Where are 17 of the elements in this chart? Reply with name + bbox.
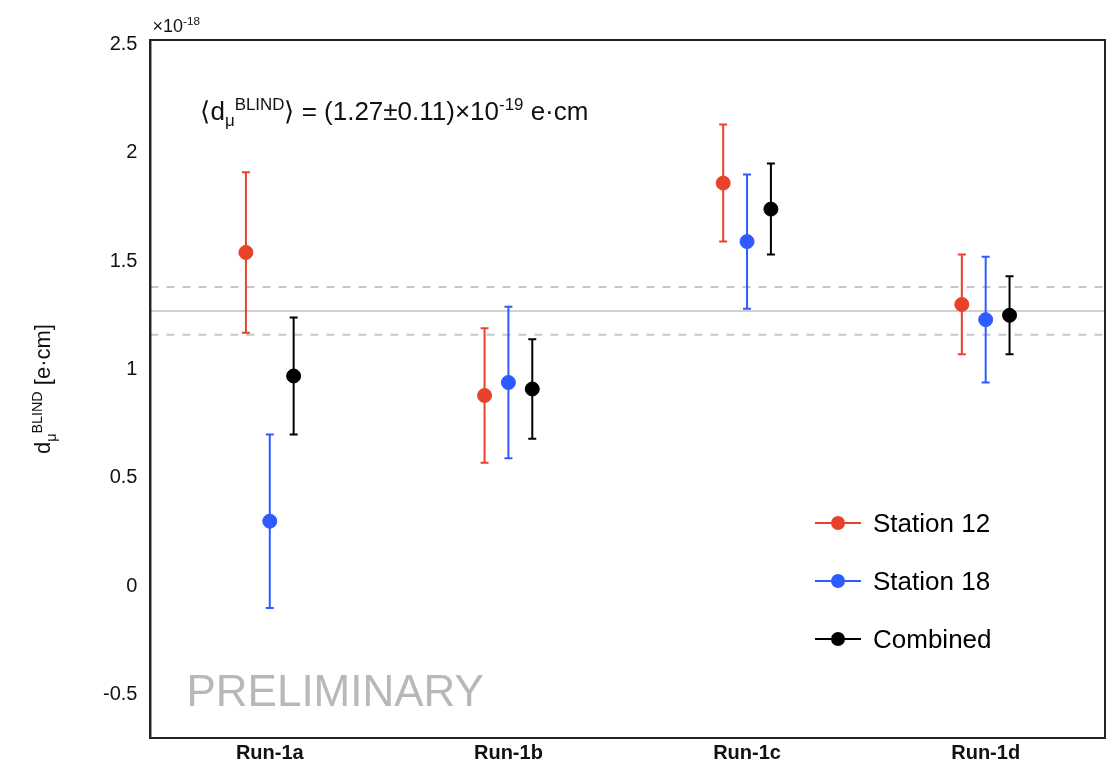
- x-tick-label: Run-1b: [473, 740, 543, 763]
- y-tick-label: -0.5: [102, 682, 138, 705]
- y-tick-label: 2: [126, 140, 138, 163]
- legend-label: Combined: [873, 623, 992, 655]
- text: ×10$^{-18}$: [152, 14, 200, 37]
- annotation: PRELIMINARY: [186, 666, 484, 716]
- y-tick-label: 1.5: [109, 248, 138, 271]
- x-tick-label: Run-1a: [235, 740, 305, 763]
- y-tick-label: 2.5: [109, 31, 138, 54]
- y-tick-label: 0: [126, 573, 138, 596]
- y-tick-label: 0.5: [109, 465, 138, 488]
- y-tick-label: 1: [126, 357, 138, 380]
- x-tick-label: Run-1c: [713, 740, 781, 763]
- x-tick-label: Run-1d: [951, 740, 1021, 763]
- legend-label: Station 18: [873, 565, 991, 597]
- annotation: ⟨d$_{μ}$$^{BLIND}$⟩ = (1.27±0.11)×10$^{-19}$ e·cm: [200, 95, 589, 131]
- legend-label: Station 12: [873, 507, 991, 539]
